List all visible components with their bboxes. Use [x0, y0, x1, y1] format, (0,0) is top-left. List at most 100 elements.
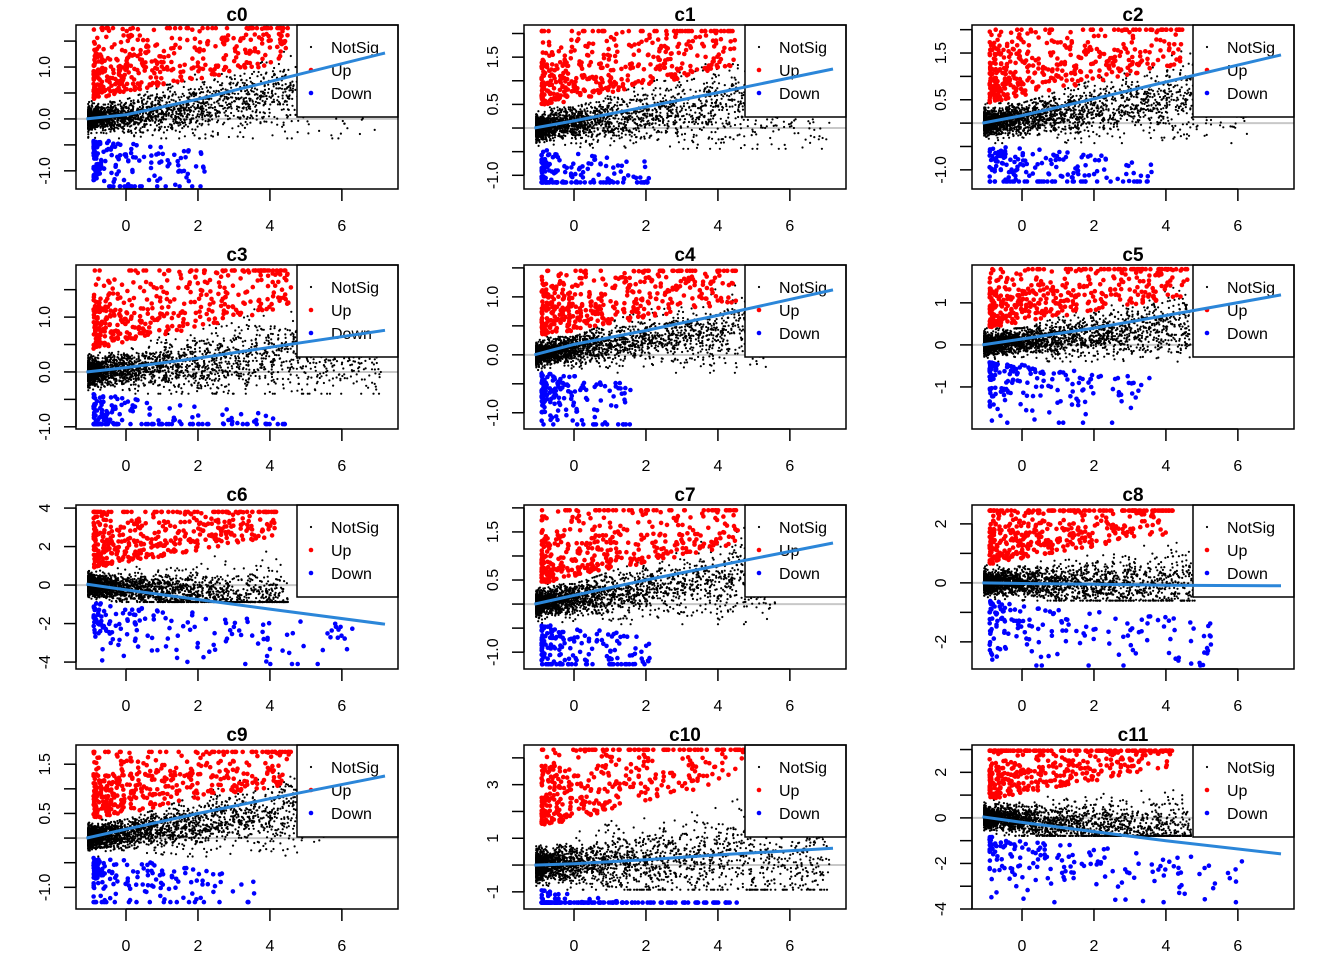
point-up [93, 60, 98, 66]
point-notsig [259, 122, 262, 125]
point-notsig [172, 108, 175, 111]
point-notsig [248, 99, 251, 102]
point-notsig [111, 101, 114, 104]
point-up [173, 42, 178, 48]
point-notsig [193, 88, 196, 91]
point-notsig [154, 99, 157, 102]
point-notsig [603, 135, 606, 138]
point-notsig [88, 120, 91, 124]
point-up [109, 45, 115, 50]
point-notsig [162, 117, 165, 120]
point-notsig [140, 100, 144, 103]
point-notsig [574, 136, 577, 139]
point-notsig [249, 80, 252, 83]
point-up [247, 25, 252, 31]
point-notsig [283, 88, 286, 91]
point-notsig [113, 101, 116, 104]
point-notsig [613, 96, 616, 99]
point-notsig [243, 84, 246, 87]
point-notsig [154, 114, 157, 117]
legend-marker-down [308, 90, 314, 96]
point-notsig [291, 97, 294, 100]
point-notsig [144, 93, 147, 96]
point-notsig [135, 126, 138, 129]
point-up [118, 74, 124, 79]
point-notsig [204, 133, 207, 136]
point-down [186, 178, 192, 184]
point-notsig [766, 118, 769, 121]
point-notsig [734, 78, 737, 81]
point-notsig [602, 127, 605, 130]
point-notsig [683, 132, 687, 135]
point-notsig [614, 117, 617, 120]
point-notsig [579, 146, 582, 149]
point-up [243, 32, 249, 38]
point-up [137, 33, 143, 38]
point-notsig [192, 93, 195, 96]
point-up [260, 56, 265, 62]
point-notsig [253, 93, 256, 96]
point-notsig [127, 122, 130, 125]
point-up [213, 25, 219, 31]
point-notsig [203, 80, 206, 84]
point-notsig [243, 126, 246, 129]
point-notsig [699, 106, 702, 109]
point-notsig [177, 124, 180, 127]
point-notsig [88, 106, 91, 109]
point-notsig [239, 131, 242, 134]
point-notsig [104, 103, 107, 106]
point-notsig [659, 119, 662, 122]
point-up [139, 80, 144, 85]
point-notsig [216, 80, 219, 83]
point-down [141, 154, 147, 160]
point-notsig [783, 125, 786, 129]
point-notsig [145, 123, 148, 126]
point-notsig [281, 94, 284, 97]
point-notsig [198, 115, 201, 118]
point-notsig [177, 115, 180, 118]
point-up [128, 87, 133, 93]
point-notsig [207, 114, 210, 117]
point-notsig [599, 105, 603, 108]
point-notsig [597, 139, 600, 142]
point-notsig [224, 88, 227, 91]
point-notsig [109, 104, 112, 107]
point-notsig [268, 108, 271, 111]
point-up [235, 51, 241, 56]
point-up [225, 33, 231, 38]
point-notsig [716, 87, 719, 90]
point-notsig [237, 125, 240, 128]
point-down [97, 139, 103, 145]
point-notsig [600, 111, 604, 114]
point-down [128, 150, 134, 156]
point-notsig [89, 112, 92, 115]
point-notsig [636, 115, 639, 118]
point-notsig [652, 126, 655, 129]
point-up [267, 45, 273, 50]
point-notsig [705, 81, 709, 84]
point-notsig [570, 125, 574, 128]
point-notsig [207, 120, 210, 123]
point-notsig [207, 118, 210, 121]
point-notsig [138, 105, 141, 109]
point-notsig [142, 98, 145, 101]
point-up [221, 67, 227, 72]
point-notsig [285, 100, 288, 103]
point-up [99, 60, 105, 65]
point-up [213, 44, 218, 49]
point-notsig [721, 106, 725, 109]
point-notsig [205, 108, 208, 111]
point-notsig [259, 80, 263, 83]
point-notsig [188, 92, 191, 95]
point-notsig [132, 116, 135, 119]
point-notsig [154, 120, 157, 123]
down-points [91, 138, 207, 189]
point-up [135, 81, 141, 86]
point-notsig [570, 137, 574, 140]
point-notsig [553, 114, 556, 117]
point-notsig [764, 126, 767, 130]
point-notsig [626, 105, 629, 108]
point-notsig [718, 108, 721, 111]
point-notsig [700, 102, 703, 105]
point-notsig [244, 120, 247, 124]
